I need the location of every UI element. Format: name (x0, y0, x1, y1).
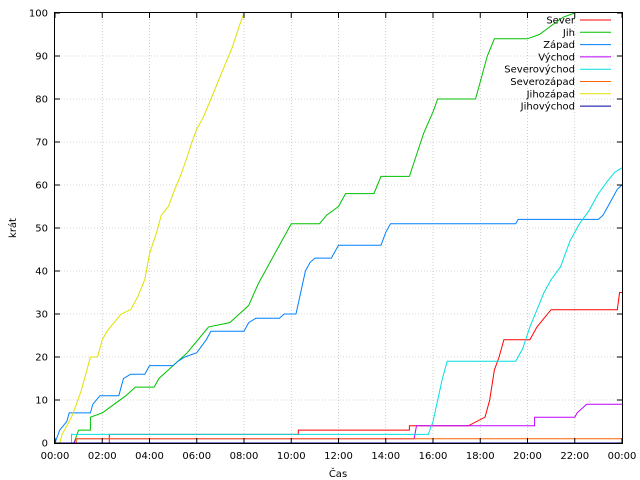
legend-label: Jihozápad (526, 88, 575, 100)
x-tick-label: 04:00 (135, 451, 164, 462)
legend-label: Sever (546, 16, 576, 27)
x-tick-label: 20:00 (513, 451, 542, 462)
x-tick-label: 18:00 (466, 451, 495, 462)
y-tick-label: 80 (35, 95, 48, 106)
x-tick-label: 12:00 (324, 451, 353, 462)
ticks (54, 12, 623, 444)
series-line (55, 167, 623, 444)
x-tick-label: 22:00 (560, 451, 589, 462)
legend-label: Severozápad (510, 76, 575, 88)
y-tick-label: 70 (35, 138, 48, 149)
x-tick-label: 14:00 (371, 451, 400, 462)
plot-frame (54, 12, 623, 444)
series-line (55, 292, 622, 444)
y-tick-label: 30 (35, 310, 48, 321)
y-tick-label: 10 (35, 396, 48, 407)
y-tick-label: 100 (29, 9, 48, 20)
y-tick-label: 40 (35, 267, 48, 278)
x-tick-label: 02:00 (88, 451, 117, 462)
x-tick-label: 08:00 (230, 451, 259, 462)
legend-label: Severovýchod (504, 64, 575, 76)
series-line (55, 12, 575, 444)
y-tick-label: 90 (35, 52, 48, 63)
series-line (55, 12, 245, 444)
y-tick-label: 50 (35, 224, 48, 235)
legend: SeverJihZápadVýchodSeverovýchodSeverozáp… (504, 16, 611, 113)
x-tick-labels: 00:00 02:00 04:00 06:00 08:00 10:00 12:00 14:00… (41, 451, 637, 462)
y-tick-labels: 0 10 20 30 40 50 60 70 80 90 100 (29, 9, 48, 450)
y-tick-label: 60 (35, 181, 48, 192)
x-tick-label: 06:00 (182, 451, 211, 462)
series-line (55, 403, 622, 444)
x-tick-label: 00:00 (41, 451, 70, 462)
x-tick-label: 00:00 (608, 451, 637, 462)
series-line (54, 184, 623, 444)
x-tick-label: 16:00 (419, 451, 448, 462)
legend-label: Jihovýchod (520, 101, 575, 113)
x-tick-label: 10:00 (277, 451, 306, 462)
x-axis-label: Čas (329, 467, 347, 480)
legend-label: Východ (538, 51, 575, 63)
y-tick-label: 0 (42, 439, 48, 450)
y-tick-label: 20 (35, 353, 48, 364)
legend-label: Jih (562, 28, 575, 39)
y-axis-label: krát (7, 218, 19, 238)
legend-label: Západ (543, 39, 575, 51)
